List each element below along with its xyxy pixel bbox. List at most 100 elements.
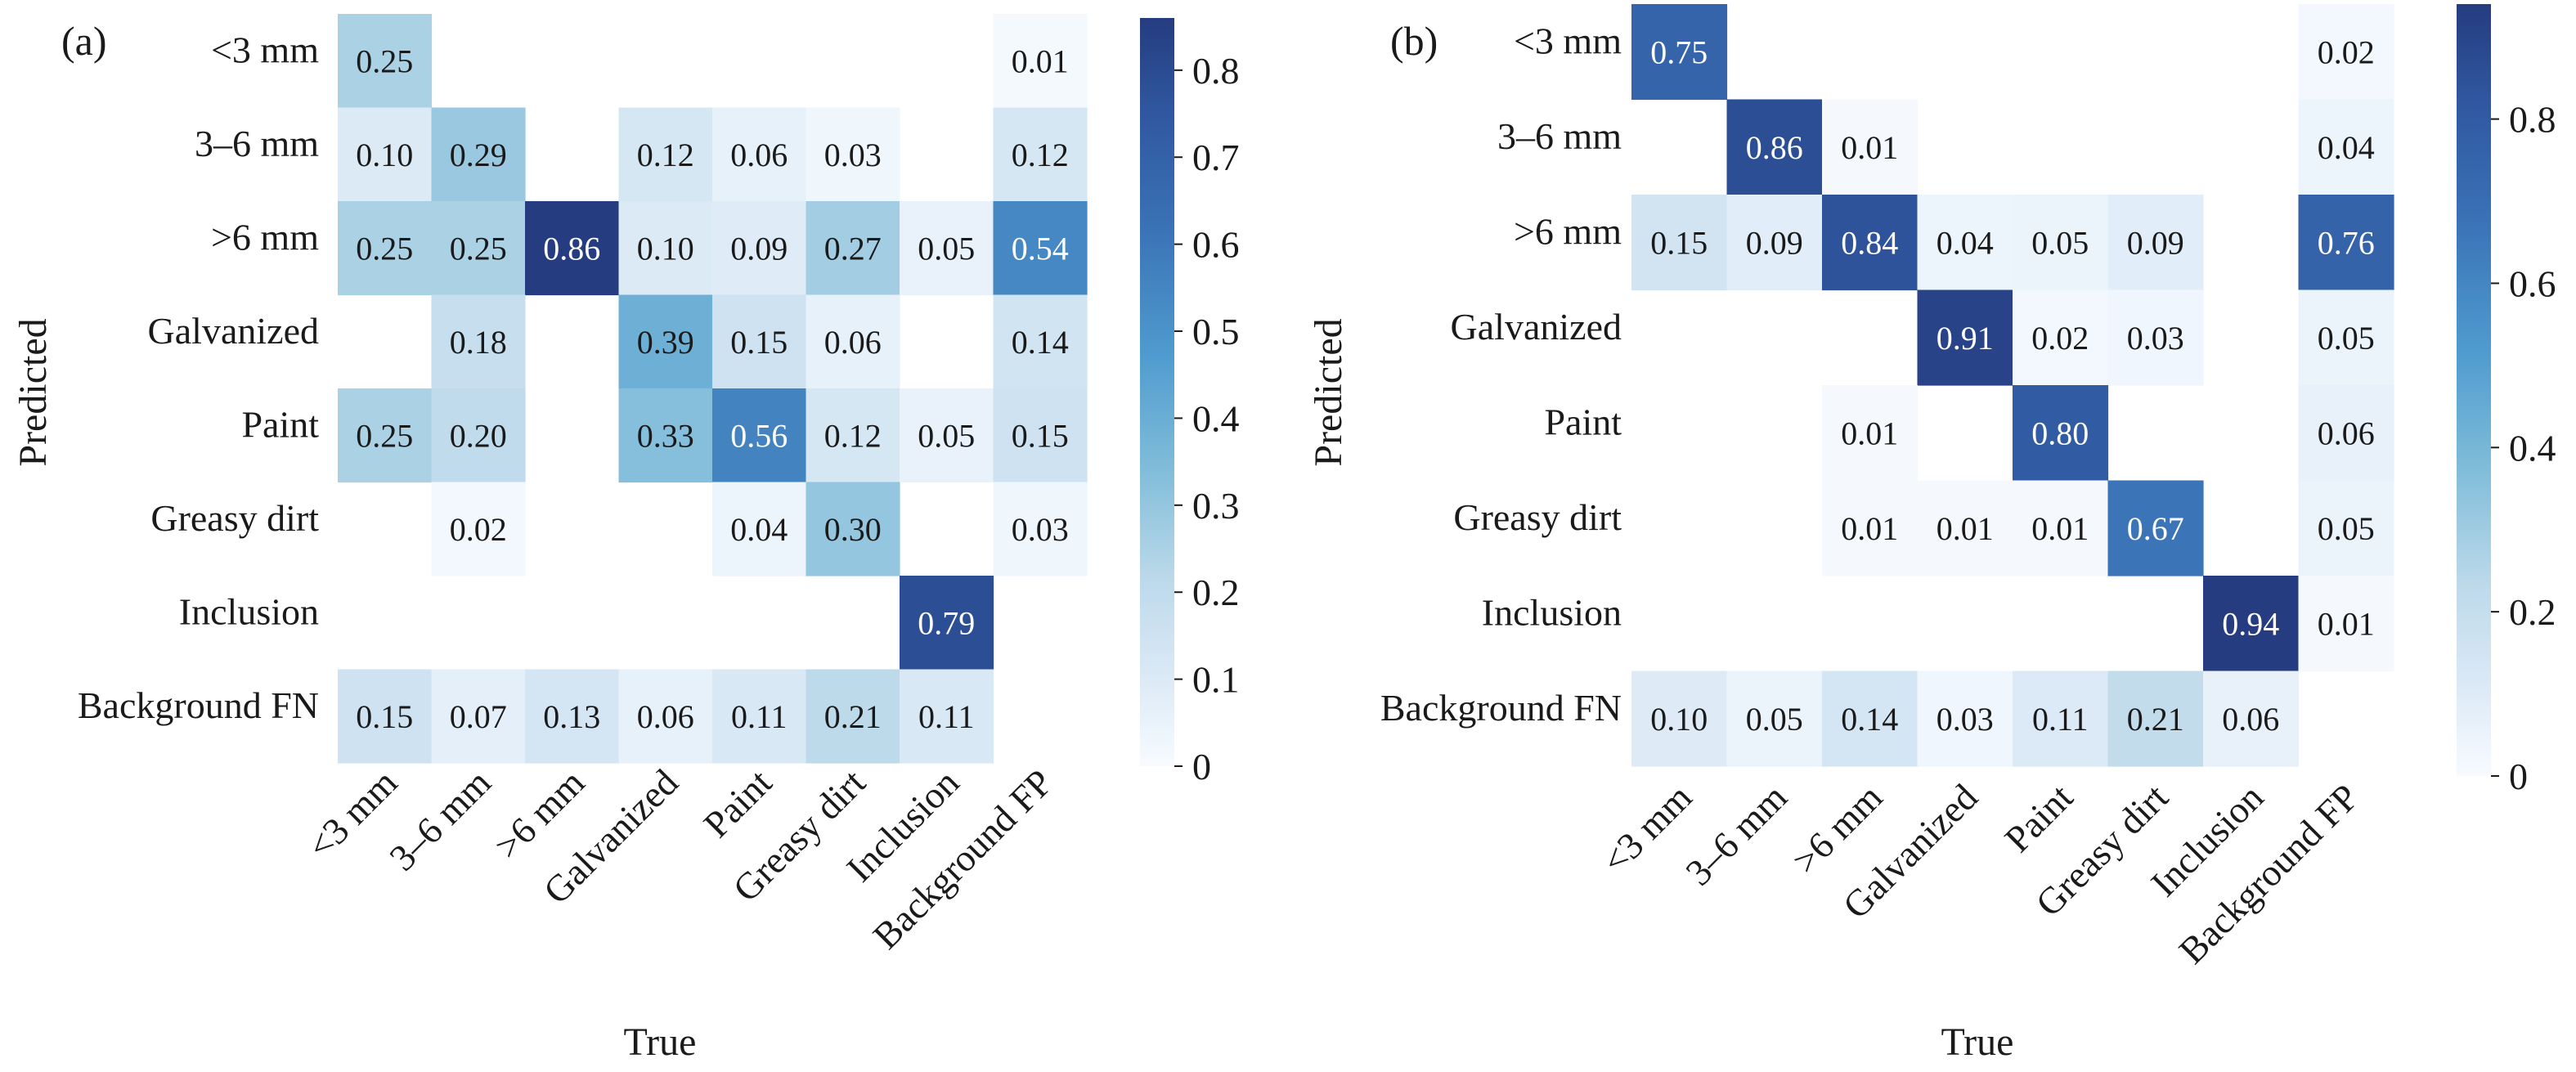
cell-value-label: 0.01	[1012, 43, 1069, 79]
cell-value-label: 0.94	[2222, 605, 2279, 642]
row-label: <3 mm	[1514, 20, 1622, 61]
cell-value-label: 0.25	[356, 417, 413, 454]
cell-value-label: 0.04	[1936, 224, 1994, 261]
column-label: 3–6 mm	[381, 761, 499, 879]
heatmap-cell	[1917, 289, 2013, 386]
heatmap-cell	[1917, 480, 2013, 576]
cell-value-label: 0.15	[356, 698, 413, 735]
colorbar: 0 0.1 0.2 0.3 0.4 0.5 0.6 0.7 0.8	[1140, 18, 1240, 787]
row-label: >6 mm	[211, 216, 319, 258]
cell-value-label: 0.09	[730, 230, 788, 267]
heatmap-cell	[1726, 99, 1823, 195]
heatmap-cell	[431, 294, 526, 389]
cell-value-label: 0.05	[918, 417, 975, 454]
heatmap-cell	[338, 388, 433, 483]
heatmap-cell	[1631, 4, 1728, 101]
cell-value-label: 0.07	[450, 698, 507, 735]
cell-value-label: 0.01	[2031, 510, 2089, 547]
heatmap-cell	[1726, 671, 1823, 767]
heatmap-cell	[2298, 385, 2394, 482]
heatmap-cell	[2107, 289, 2204, 386]
heatmap-cell	[2298, 4, 2394, 101]
cell-value-label: 0.01	[1841, 510, 1898, 547]
heatmap-cell	[900, 669, 994, 764]
heatmap-panel-a: (a) Predicted True 0.25 0.010.10 0.29 0.12 0…	[11, 14, 1240, 1064]
heatmap-cell	[618, 201, 713, 296]
colorbar-tick-label: 0.4	[1192, 397, 1240, 439]
cell-value-label: 0.06	[2222, 701, 2279, 738]
heatmap-cell	[431, 482, 526, 576]
row-label: 3–6 mm	[195, 123, 319, 164]
cell-value-label: 0.80	[2031, 415, 2089, 451]
row-label: Paint	[241, 403, 319, 445]
colorbar-tick-label: 0.3	[1192, 485, 1240, 527]
heatmap-cell	[1822, 480, 1919, 576]
cell-value-label: 0.03	[824, 137, 882, 173]
heatmap-cell	[338, 107, 433, 202]
cell-value-label: 0.03	[2127, 320, 2184, 357]
cell-value-label: 0.05	[2318, 320, 2375, 357]
heatmap-cell	[2107, 480, 2204, 576]
heatmap-cell	[993, 482, 1088, 576]
row-labels: <3 mm 3–6 mm >6 mm Galvanized Paint Greasy di…	[78, 29, 319, 726]
cell-value-label: 0.25	[356, 43, 413, 79]
row-label: Paint	[1544, 401, 1622, 442]
heatmap-cell	[1822, 671, 1919, 767]
row-label: >6 mm	[1514, 210, 1622, 252]
heatmap-cell	[431, 107, 526, 202]
heatmap-cell	[618, 294, 713, 389]
row-label: <3 mm	[211, 29, 319, 70]
x-axis-title: True	[624, 1020, 697, 1064]
heatmap-cell	[2013, 195, 2109, 291]
heatmap-cell	[993, 294, 1088, 389]
colorbar-ticks: 0 0.2 0.4 0.6 0.8	[2491, 99, 2556, 797]
row-label: Galvanized	[1451, 306, 1622, 348]
cell-value-label: 0.54	[1012, 230, 1069, 267]
row-label: 3–6 mm	[1497, 115, 1622, 157]
colorbar-tick-label: 0.8	[2509, 99, 2556, 141]
heatmap-cell	[618, 669, 713, 764]
y-axis-title: Predicted	[11, 318, 55, 466]
cell-value-label: 0.11	[731, 698, 788, 735]
row-labels: <3 mm 3–6 mm >6 mm Galvanized Paint Greasy di…	[1380, 20, 1622, 729]
cell-value-label: 0.15	[1012, 417, 1069, 454]
cell-value-label: 0.14	[1012, 324, 1069, 361]
cell-value-label: 0.21	[2127, 701, 2184, 738]
heatmap-cell	[993, 388, 1088, 483]
heatmap-cell	[1822, 385, 1919, 482]
heatmap-cell	[2298, 480, 2394, 576]
heatmap-cell	[712, 482, 807, 576]
heatmap-cell	[1822, 99, 1919, 195]
heatmap-cell	[2013, 480, 2109, 576]
cell-value-label: 0.09	[1746, 224, 1803, 261]
heatmap-cell	[2298, 99, 2394, 195]
row-label: Inclusion	[179, 590, 319, 632]
cell-value-label: 0.03	[1012, 511, 1069, 548]
heatmap-cell	[2203, 671, 2300, 767]
heatmap-cell	[1726, 195, 1823, 291]
cell-value-label: 0.05	[1746, 701, 1803, 738]
cell-value-label: 0.06	[637, 698, 694, 735]
cell-value-label: 0.21	[824, 698, 882, 735]
panel-label: (a)	[61, 18, 107, 64]
cell-value-label: 0.20	[450, 417, 507, 454]
heatmap-cells: 0.75 0.02 0.86 0.01 0.04 0.15 0.09 0.84 0.04 0.05…	[1631, 4, 2394, 767]
cell-value-label: 0.18	[450, 324, 507, 361]
heatmap-cell	[712, 388, 807, 483]
heatmap-cell	[338, 669, 433, 764]
panel-label: (b)	[1390, 18, 1438, 64]
heatmap-cell	[993, 107, 1088, 202]
heatmap-cell	[525, 669, 620, 764]
cell-value-label: 0.39	[637, 324, 694, 361]
cell-value-label: 0.86	[543, 230, 600, 267]
heatmap-cell	[806, 107, 900, 202]
cell-value-label: 0.15	[730, 324, 788, 361]
cell-value-label: 0.25	[356, 230, 413, 267]
colorbar-tick-label: 0.4	[2509, 427, 2556, 469]
row-label: Background FN	[1380, 687, 1622, 729]
heatmap-cell	[1822, 195, 1919, 291]
cell-value-label: 0.56	[730, 417, 788, 454]
cell-value-label: 0.06	[824, 324, 882, 361]
cell-value-label: 0.15	[1650, 224, 1708, 261]
